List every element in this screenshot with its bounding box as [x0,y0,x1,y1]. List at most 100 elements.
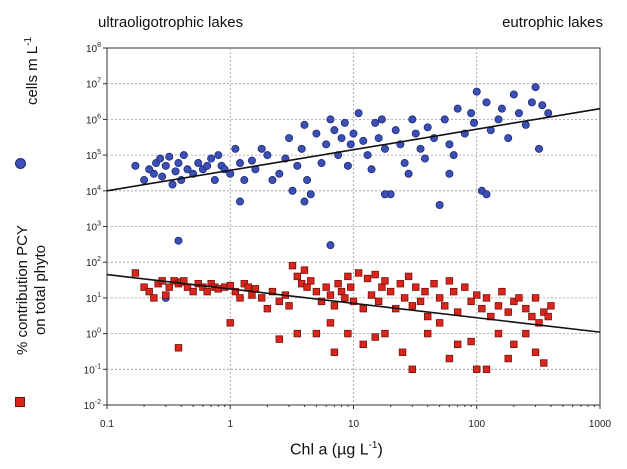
data-point-pcy [453,340,462,349]
data-point-pcy [528,312,536,321]
data-point-pcy [263,304,272,313]
data-point-pcy [467,337,475,346]
data-point-cells [453,104,462,113]
data-point-pcy [174,344,183,352]
data-point-pcy [165,283,173,291]
data-point-pcy [381,329,389,338]
data-point-pcy [504,308,512,316]
data-point-cells [149,169,158,178]
data-point-cells [359,136,368,145]
data-point-cells [207,154,216,163]
y-tick-label: 100 [86,328,101,341]
data-point-pcy [244,283,252,291]
data-point-cells [285,134,294,143]
data-point-pcy [349,297,358,306]
data-point-pcy [150,294,158,302]
data-point-pcy [374,297,383,306]
data-point-pcy [473,365,481,373]
data-point-pcy [359,304,367,313]
data-point-pcy [473,291,481,299]
data-point-pcy [189,287,197,296]
data-point-cells [306,190,315,199]
x-tick-label: 1 [227,419,233,430]
data-point-cells [411,129,420,138]
y-axis-label-pcy: % contribution PCY on total phyto [14,210,50,370]
data-point-pcy [478,304,486,313]
data-point-pcy [371,333,379,341]
data-point-pcy [531,348,540,356]
data-point-cells [194,159,203,168]
data-point-cells [317,159,326,168]
data-point-pcy [268,287,277,296]
data-point-pcy [522,329,530,338]
data-point-pcy [441,302,449,310]
data-point-cells [509,90,518,99]
x-tick-label: 1000 [589,419,612,430]
y-tick-label: 104 [86,185,101,198]
data-point-cells [472,87,481,96]
data-point-pcy [371,270,379,279]
data-point-pcy [378,283,386,291]
data-point-pcy [145,287,153,296]
data-point-pcy [258,294,266,302]
y-tick-label: 106 [86,113,101,126]
data-point-cells [288,186,297,195]
data-point-cells [497,104,506,113]
data-point-cells [435,201,444,210]
data-point-cells [337,134,346,143]
data-point-pcy [404,272,413,281]
x-axis-label: Chl a (µg L-1) [290,440,383,459]
data-point-pcy [285,302,293,310]
data-point-cells [374,134,383,143]
data-point-cells [363,151,372,160]
data-point-pcy [344,272,352,281]
data-point-cells [300,120,309,129]
data-point-pcy [341,294,349,302]
data-point-pcy [430,279,438,288]
data-point-pcy [326,319,335,327]
data-point-cells [210,176,219,185]
data-point-cells [521,120,530,129]
y-tick-label: 105 [86,149,101,162]
data-point-pcy [330,348,339,356]
data-point-pcy [275,335,283,343]
data-point-cells [275,169,284,178]
data-point-pcy [162,291,170,299]
data-point-cells [257,144,266,153]
y-tick-label: 10-1 [84,363,101,376]
data-point-cells [346,140,355,149]
data-point-cells [303,176,312,185]
data-point-cells [214,151,223,160]
x-tick-label: 0.1 [100,419,114,430]
data-point-pcy [140,283,148,291]
data-point-pcy [461,283,469,291]
data-point-pcy [300,266,309,274]
data-point-cells [179,151,188,160]
data-point-cells [404,169,413,178]
data-point-cells [203,161,212,170]
y-tick-label: 107 [86,78,101,91]
data-point-pcy [386,287,395,296]
data-point-cells [140,176,149,185]
data-point-pcy [515,294,523,302]
data-point-pcy [504,354,512,363]
data-point-cells [183,165,192,174]
data-point-pcy [498,287,506,296]
data-point-pcy [522,304,530,313]
data-point-cells [494,115,503,124]
data-point-cells [156,154,165,163]
data-point-pcy [445,277,454,285]
data-point-cells [165,152,174,161]
data-point-pcy [330,302,339,310]
data-point-cells [440,115,449,124]
y-tick-label: 10-2 [84,399,101,412]
data-point-cells [247,156,256,165]
y-tick-label: 102 [86,256,101,269]
data-point-pcy [540,308,548,316]
fit-line-cells [106,107,601,192]
data-point-pcy [288,261,297,270]
data-point-pcy [424,312,432,321]
fit-line-pcy [106,273,601,333]
data-point-pcy [334,279,342,288]
